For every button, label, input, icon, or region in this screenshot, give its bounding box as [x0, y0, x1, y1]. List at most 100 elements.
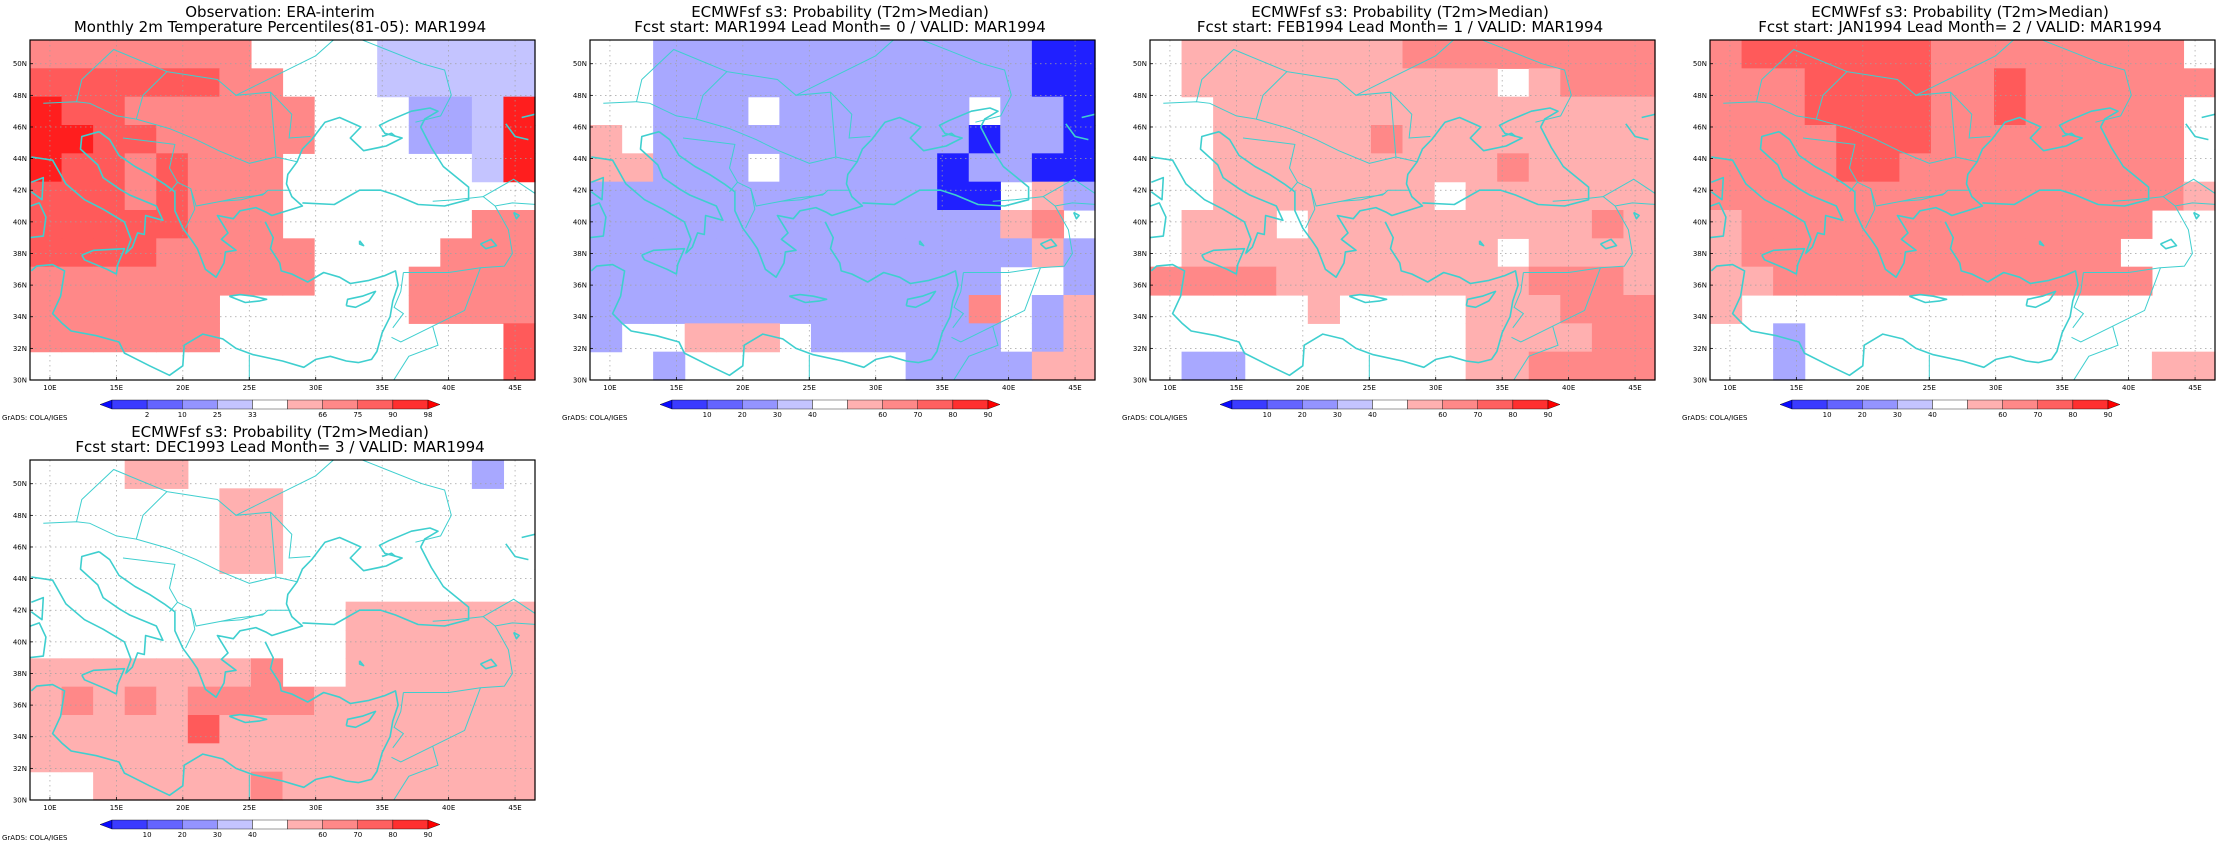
grid-cell [93, 68, 126, 98]
grid-cell [61, 686, 94, 716]
coastline [1710, 221, 2079, 377]
grid-cell [30, 658, 63, 688]
grid-cells [590, 40, 1096, 381]
grid-cell [156, 295, 189, 324]
border [603, 71, 871, 139]
coastline [534, 149, 535, 152]
grid-cell [408, 686, 441, 716]
grid-cell [1867, 210, 1900, 239]
border [392, 692, 405, 749]
lat-tick-label: 40N [1693, 218, 1707, 226]
coastline [1465, 290, 1497, 309]
grid-cell [1836, 40, 1869, 69]
grid-cell [471, 771, 505, 801]
colorbar-swatch [812, 399, 848, 410]
lon-tick-label: 25E [243, 384, 256, 392]
grid-cell [1370, 238, 1404, 268]
coastline [1094, 149, 1095, 152]
colorbar-label: 70 [913, 411, 922, 419]
grid-cell [93, 743, 126, 773]
grid-cell [156, 743, 189, 773]
map-plot: 10E 15E 20E 25E 30E 35E 40E 45E 30N 32N 34N 36N 38N 4… [573, 39, 1096, 419]
coastline [349, 799, 351, 800]
coastline [1632, 211, 1640, 220]
coastline [31, 130, 164, 255]
grid-cell [250, 125, 284, 154]
grid-cell [1402, 210, 1435, 239]
border [1196, 48, 1288, 102]
grid-cell [93, 771, 126, 801]
grid-cell [2057, 68, 2090, 98]
border [2083, 205, 2193, 273]
colorbar-swatch [2072, 399, 2109, 410]
lat-tick-label: 30N [1133, 377, 1147, 385]
grid-cell [1994, 181, 2027, 211]
grid-cell [684, 96, 717, 126]
grid-cell [2183, 181, 2216, 211]
coastline [81, 247, 126, 275]
lat-tick-label: 48N [13, 92, 27, 100]
grid-cell [345, 743, 378, 773]
grid-cell [250, 771, 284, 801]
grid-cell [503, 658, 536, 688]
coastline [81, 667, 126, 695]
colorbar-swatch [1932, 399, 1968, 410]
coastline [1654, 149, 1655, 152]
border [393, 746, 439, 800]
grid-cell [1465, 68, 1498, 98]
grid-cell [1181, 40, 1214, 69]
grid-cell [219, 771, 252, 801]
grid-cell [684, 295, 717, 324]
colorbar-label: 60 [1998, 411, 2007, 419]
grid-cell [716, 238, 749, 268]
grid-cell [124, 181, 157, 211]
coastline [30, 596, 45, 621]
grid-cell [1710, 266, 1743, 296]
grid-cell [590, 238, 623, 268]
grid-cell [747, 266, 780, 296]
grid-cell [1741, 181, 1774, 211]
grid-cell [345, 715, 378, 744]
grid-cell [684, 153, 717, 183]
coastline [1761, 247, 1806, 275]
grid-cell [937, 238, 970, 268]
grid-cell [1560, 351, 1593, 381]
grid-cell [1402, 238, 1435, 268]
grid-cell [440, 295, 473, 324]
grid-cell [716, 68, 749, 98]
grid-cell [30, 715, 63, 744]
lat-tick-label: 30N [13, 797, 27, 805]
grid-cell [779, 125, 812, 154]
coastline [1150, 221, 1519, 377]
grid-cell [590, 295, 623, 324]
colorbar-label: 20 [1298, 411, 1307, 419]
grid-cell [471, 601, 505, 631]
panel-subtitle: Fcst start: JAN1994 Lead Month= 2 / VALI… [1758, 18, 2162, 36]
grid-cell [1560, 210, 1593, 239]
colorbar-swatch [1337, 399, 1373, 410]
grid-cell [1339, 40, 1372, 69]
grid-cell [905, 210, 938, 239]
grid-cell [716, 295, 749, 324]
grid-cell [1804, 68, 1837, 98]
border [2112, 196, 2215, 207]
grid-cell [2120, 96, 2153, 126]
colorbar-swatch [882, 399, 918, 410]
colorbar-swatch [777, 399, 813, 410]
border [482, 178, 535, 198]
grid-cell [1465, 153, 1498, 183]
grid-cell [93, 153, 126, 183]
grid-cell [1528, 125, 1561, 154]
grid-cell [621, 210, 654, 239]
grid-cell [156, 460, 189, 489]
grid-cell [1836, 181, 1869, 211]
colorbar-swatch [252, 399, 288, 410]
grid-cell [503, 266, 536, 296]
coastline [1909, 293, 1948, 304]
colorbar-swatch [1967, 399, 2003, 410]
border [169, 181, 178, 193]
colorbar-swatch [1779, 399, 1793, 410]
coastline [1501, 132, 1516, 138]
colorbar-label: 98 [424, 411, 433, 419]
border [185, 608, 196, 649]
